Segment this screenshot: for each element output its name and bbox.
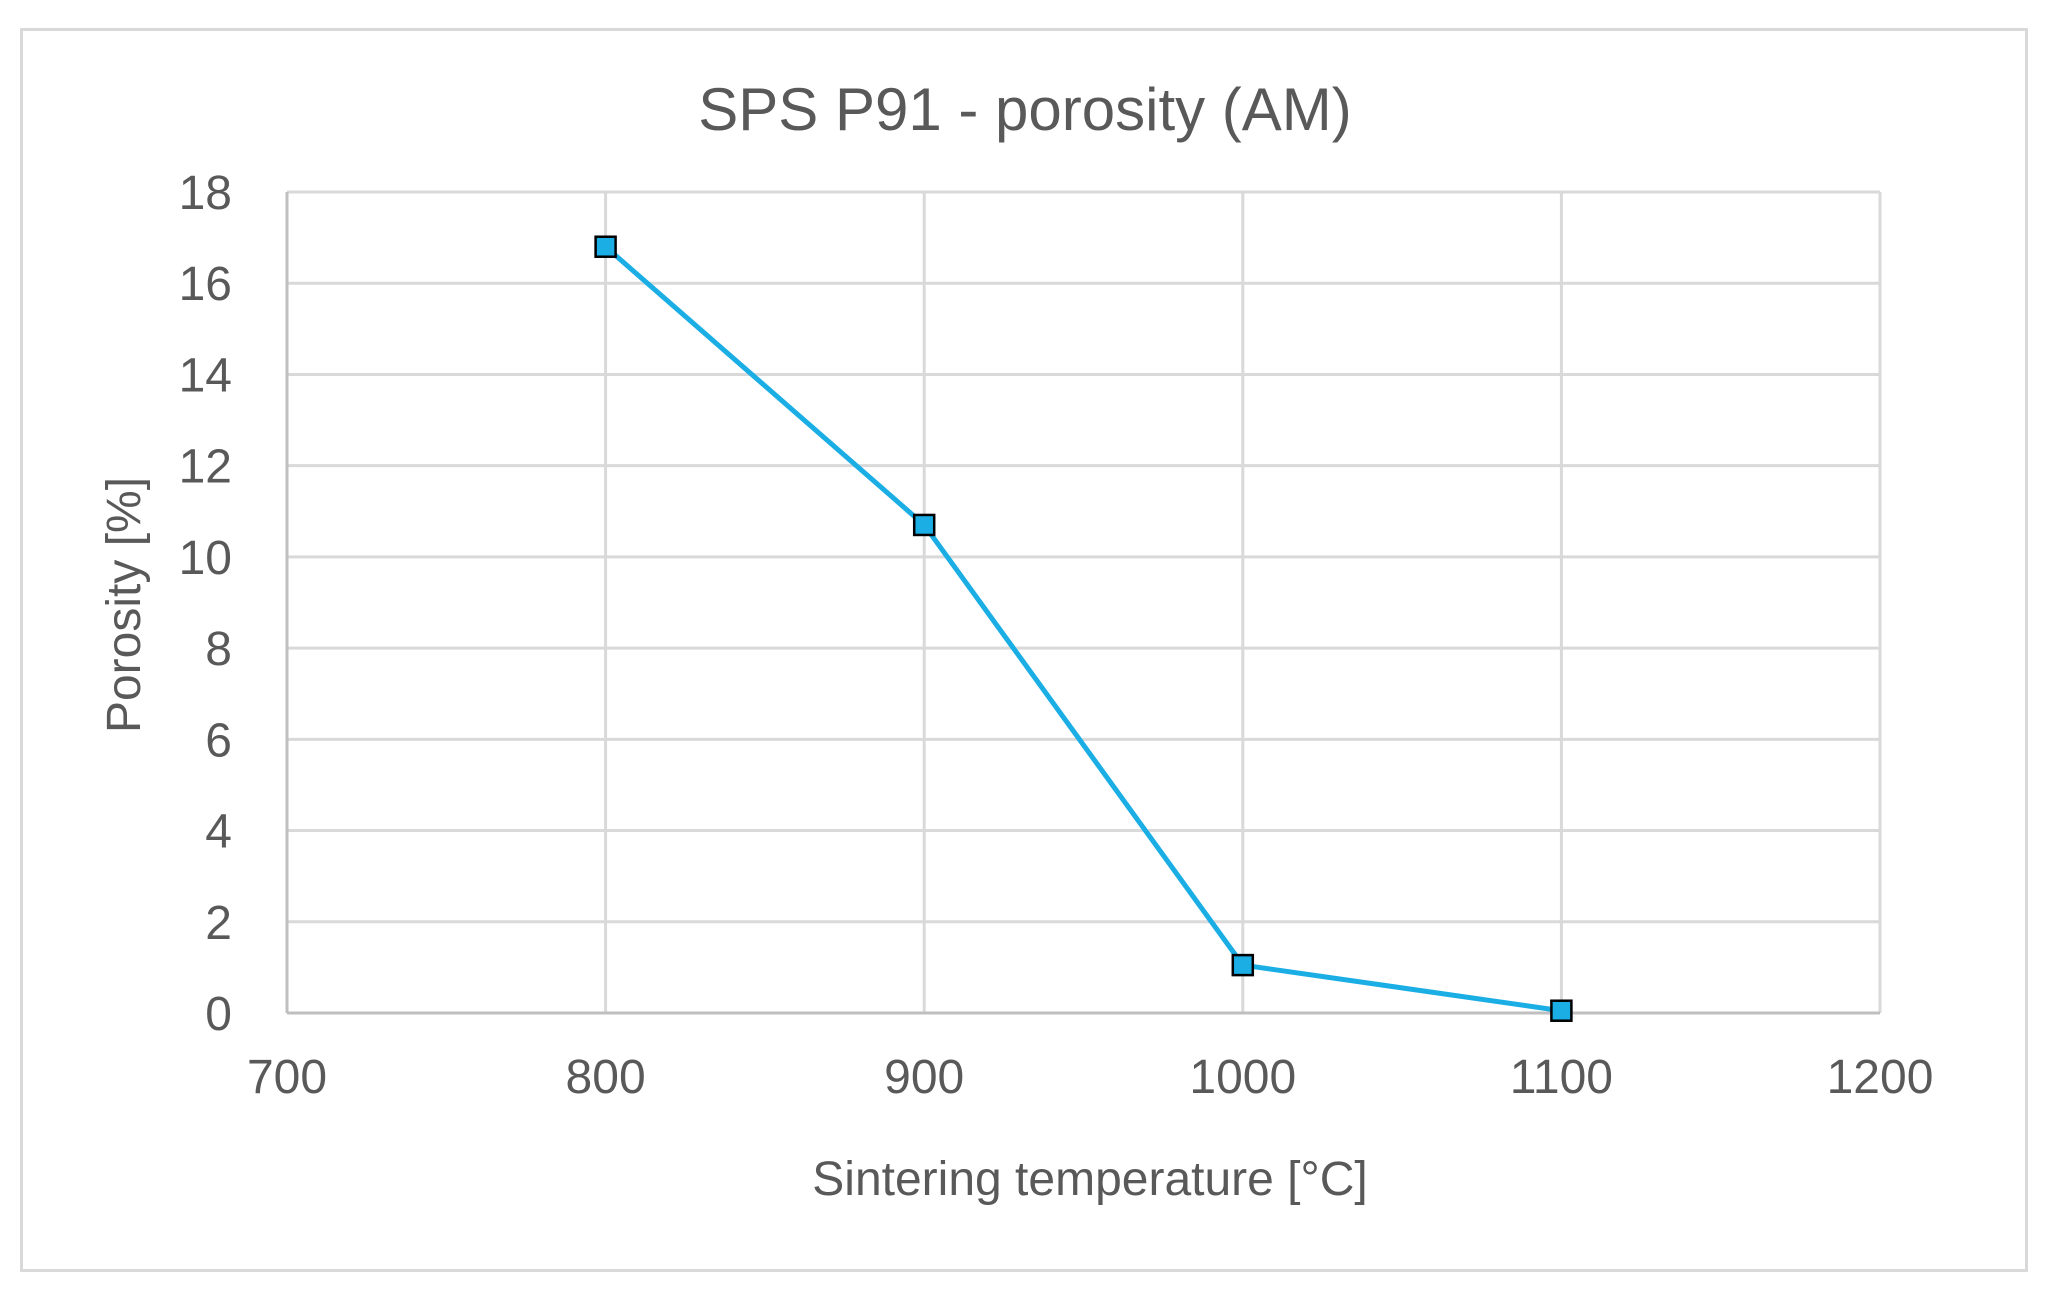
y-tick-label: 12 [179, 441, 232, 494]
y-tick-label: 16 [179, 258, 232, 311]
series-line [603, 244, 1562, 1014]
gridlines [287, 190, 1882, 1013]
x-tick-label: 900 [884, 1051, 964, 1104]
data-point [912, 513, 936, 537]
y-tick-label: 4 [205, 806, 232, 859]
x-axis-label: Sintering temperature [°C] [812, 1153, 1367, 1206]
tick-labels: 0 2 4 6 8 10 12 14 16 18 700 800 900 1000 1100 1200 [179, 167, 1934, 1104]
data-point [1550, 999, 1573, 1022]
x-tick-label: 800 [566, 1051, 646, 1104]
y-tick-label: 10 [179, 532, 232, 585]
y-tick-label: 0 [205, 988, 232, 1041]
x-tick-label: 1100 [1510, 1051, 1613, 1104]
chart-frame [20, 28, 2028, 1272]
y-tick-label: 14 [179, 349, 232, 402]
series-group [594, 235, 1573, 1022]
x-tick-label: 1200 [1827, 1051, 1934, 1104]
x-tick-label: 700 [247, 1051, 327, 1104]
axes [285, 192, 1880, 1015]
data-point [1231, 953, 1255, 977]
chart-title: SPS P91 - porosity (AM) [698, 76, 1352, 143]
data-point [594, 235, 617, 258]
y-axis-label: Porosity [%] [98, 477, 151, 733]
y-tick-label: 18 [179, 167, 232, 220]
x-tick-label: 1000 [1189, 1051, 1296, 1104]
y-tick-label: 2 [205, 897, 232, 950]
y-tick-label: 6 [205, 714, 232, 767]
y-tick-label: 8 [205, 623, 232, 676]
